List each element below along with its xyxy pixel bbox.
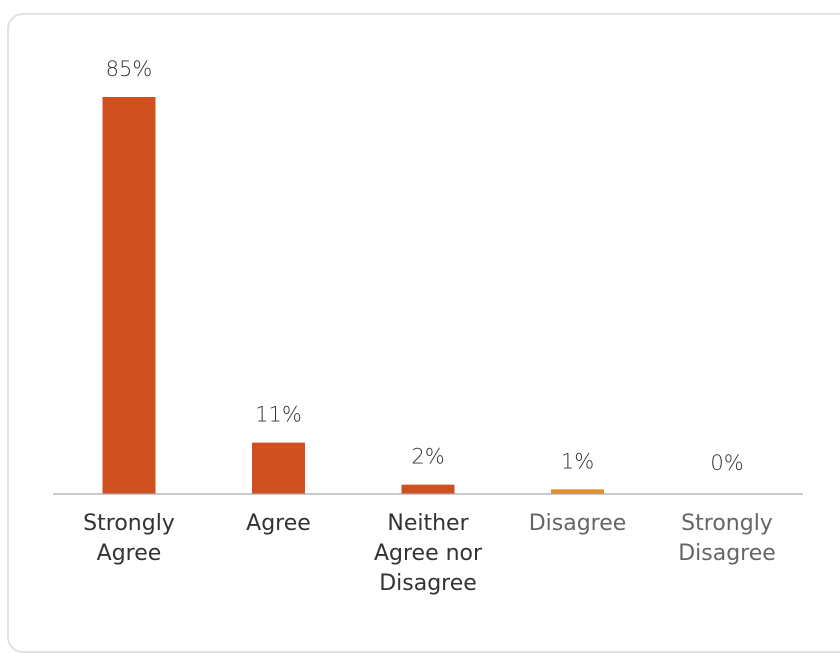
- category-label-0-line-0: Strongly: [83, 511, 175, 536]
- value-label-2: 2%: [411, 445, 444, 469]
- bar-0: [102, 97, 156, 494]
- value-label-4: 0%: [710, 451, 743, 475]
- bar-1: [252, 442, 305, 494]
- value-labels-group: 85% 11% 2% 1% 0%: [106, 57, 744, 475]
- category-labels-group: Strongly Agree Agree Neither Agree nor Disagr…: [83, 511, 776, 596]
- category-label-2: Neither Agree nor Disagree: [374, 511, 483, 596]
- category-label-4-line-0: Strongly: [681, 511, 773, 536]
- category-label-4: Strongly Disagree: [678, 511, 776, 566]
- category-label-2-line-0: Neither: [387, 511, 469, 536]
- category-label-1-line-0: Agree: [246, 511, 311, 536]
- category-label-0-line-1: Agree: [97, 541, 162, 566]
- category-label-3-line-0: Disagree: [529, 511, 627, 536]
- category-label-0: Strongly Agree: [83, 511, 175, 566]
- category-label-2-line-2: Disagree: [379, 571, 477, 596]
- bar-3: [551, 489, 604, 494]
- category-label-3: Disagree: [529, 511, 627, 536]
- bars-group: [102, 97, 604, 494]
- category-label-2-line-1: Agree nor: [374, 541, 483, 566]
- value-label-0: 85%: [106, 57, 153, 81]
- value-label-3: 1%: [561, 449, 594, 473]
- value-label-1: 11%: [255, 403, 302, 427]
- bar-chart: 85% 11% 2% 1% 0% Strongly Agree Agree Neither Ag…: [53, 57, 803, 596]
- bar-2: [401, 484, 455, 494]
- category-label-4-line-1: Disagree: [678, 541, 776, 566]
- category-label-1: Agree: [246, 511, 311, 536]
